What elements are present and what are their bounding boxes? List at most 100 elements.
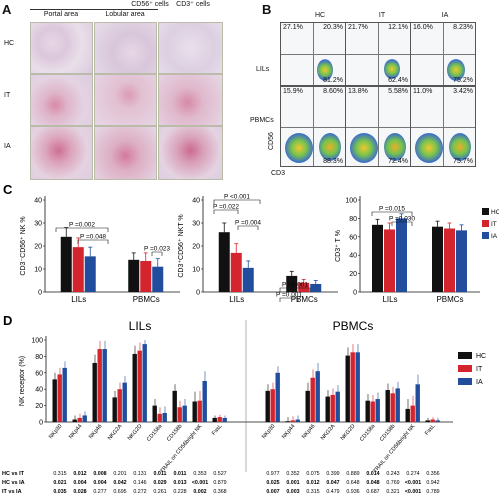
d-title-pbmcs: PBMCs [333, 319, 374, 333]
c1-ytick-label: 30 [192, 221, 200, 228]
d-pvalue-cell: 0.321 [386, 489, 399, 495]
c1-bar-ia [242, 267, 254, 292]
c1-ylabel: CD3⁺CD56⁺ NKT % [178, 214, 185, 277]
d-legend-label-ia: IA [476, 379, 483, 386]
c2-ytick-label: 100 [345, 198, 357, 205]
d-pvalue-cell: 0.001 [286, 480, 299, 486]
c0-bar-it [140, 260, 152, 292]
d-bar-hc [72, 419, 77, 422]
panel-b-ylabel: CD56 [268, 132, 275, 150]
d-pvalue-cell: 0.025 [266, 480, 279, 486]
flow-plot-pbmcs-ia: 11.0% 3.42% 75.7% [410, 86, 476, 167]
c0-bar-ia [152, 266, 164, 292]
c2-bar-hc [372, 224, 383, 292]
histology-hc-portal [30, 22, 93, 74]
c2-sig-bracket [391, 221, 413, 226]
d-bar-it [390, 393, 395, 422]
d-title-lils: LILs [129, 319, 152, 333]
c1-bar-hc [286, 275, 298, 292]
d-xtick-label: NKp30 [261, 423, 276, 440]
d-pvalue-cell: 0.008 [93, 471, 106, 477]
c0-bar-it [72, 247, 84, 292]
d-pvalue-cell: 0.648 [346, 480, 359, 486]
c1-sig-label: P <0.001 [224, 194, 250, 201]
c2-bar-hc [432, 226, 443, 292]
d-xtick-label: FasL [211, 423, 223, 436]
d-pvalue-cell: 0.228 [173, 489, 186, 495]
c0-bar-ia [84, 256, 96, 292]
flow-plot-lils-hc: 27.1% 20.3% 81.2% [280, 22, 346, 86]
d-pvalue-cell: 0.003 [286, 489, 299, 495]
d-bar-it [370, 401, 375, 422]
d-bar-hc [212, 417, 217, 422]
d-xtick-label: TRAIL on CD56bright NK [159, 423, 203, 474]
d-pvalue-cell: 0.048 [366, 480, 379, 486]
c0-xtick-label: PBMCs [133, 295, 160, 304]
d-xtick-label: NKp46 [88, 423, 103, 440]
c2-bar-it [384, 229, 395, 292]
d-xtick-label: NKG2D [340, 423, 357, 441]
d-bar-ia [202, 381, 207, 422]
d-bar-ia [355, 352, 360, 422]
d-pvalue-cell: 0.029 [153, 480, 166, 486]
d-bar-hc [325, 396, 330, 422]
d-pvalue-cell: 0.277 [93, 489, 106, 495]
d-pvalue-cell: 0.399 [326, 471, 339, 477]
d-bar-it [270, 389, 275, 422]
d-xtick-label: CD158a [359, 423, 377, 443]
d-pvalue-cell: 0.527 [213, 471, 226, 477]
panel-a-row-hc: HC [4, 40, 15, 47]
d-bar-it [217, 417, 222, 422]
c2-ytick-label: 0 [353, 290, 357, 297]
d-pvalue-cell: 0.272 [133, 489, 146, 495]
c2-xtick-label: LILs [382, 295, 397, 304]
d-ytick-label: 100 [31, 338, 43, 345]
d-pvalue-row-label: HC vs IT [2, 471, 25, 477]
panel-a-header-cd56: CD56⁺ cells [131, 1, 169, 8]
d-bar-ia [222, 417, 227, 422]
d-pvalue-cell: 0.687 [366, 489, 379, 495]
d-xtick-label: CD158b [379, 423, 397, 442]
d-pvalue-cell: 0.479 [326, 489, 339, 495]
c0-bar-hc [128, 259, 140, 292]
d-bar-hc [152, 405, 157, 422]
c2-sig-label: P =0.015 [379, 206, 405, 213]
d-bar-hc [52, 379, 57, 422]
c1-sig-bracket [213, 209, 239, 214]
c0-sig-bracket [55, 227, 109, 232]
d-pvalue-cell: 0.075 [306, 471, 319, 477]
d-bar-it [97, 349, 102, 422]
panel-b-letter: B [262, 2, 272, 17]
d-bar-ia [102, 349, 107, 422]
d-bar-it [157, 413, 162, 422]
flow-plot-pbmcs-hc: 15.9% 8.60% 88.3% [280, 86, 346, 167]
d-xtick-label: NKp30 [48, 423, 63, 440]
d-bar-it [430, 419, 435, 422]
d-pvalue-cell: 0.789 [426, 489, 439, 495]
panel-c-letter: C [3, 182, 13, 197]
panel-b-col-it: IT [378, 12, 386, 19]
c1-bar-ia [310, 283, 322, 292]
c2-ytick-label: 40 [349, 253, 357, 260]
c1-ytick-label: 0 [196, 290, 200, 297]
c0-bar-hc [60, 236, 72, 292]
d-bar-hc [345, 355, 350, 422]
panel-a-col-portal: Portal area [43, 11, 79, 18]
c2-bar-it [444, 228, 455, 292]
d-pvalue-cell: 0.315 [53, 471, 66, 477]
d-bar-hc [385, 390, 390, 422]
c2-sig-label: P =0.030 [389, 216, 415, 223]
panel-a-letter: A [2, 2, 12, 17]
d-bar-hc [285, 421, 290, 422]
panel-a-row-ia: IA [4, 143, 11, 150]
d-bar-ia [415, 384, 420, 422]
d-pvalue-cell: 0.243 [386, 471, 399, 477]
c0-ytick-label: 0 [38, 290, 42, 297]
c-legend-swatch-hc [482, 208, 489, 215]
c0-ytick-label: 10 [34, 267, 42, 274]
d-bar-ia [395, 388, 400, 422]
d-bar-ia [142, 344, 147, 422]
c1-ytick-label: 20 [192, 244, 200, 251]
d-pvalue-cell: 0.936 [346, 489, 359, 495]
